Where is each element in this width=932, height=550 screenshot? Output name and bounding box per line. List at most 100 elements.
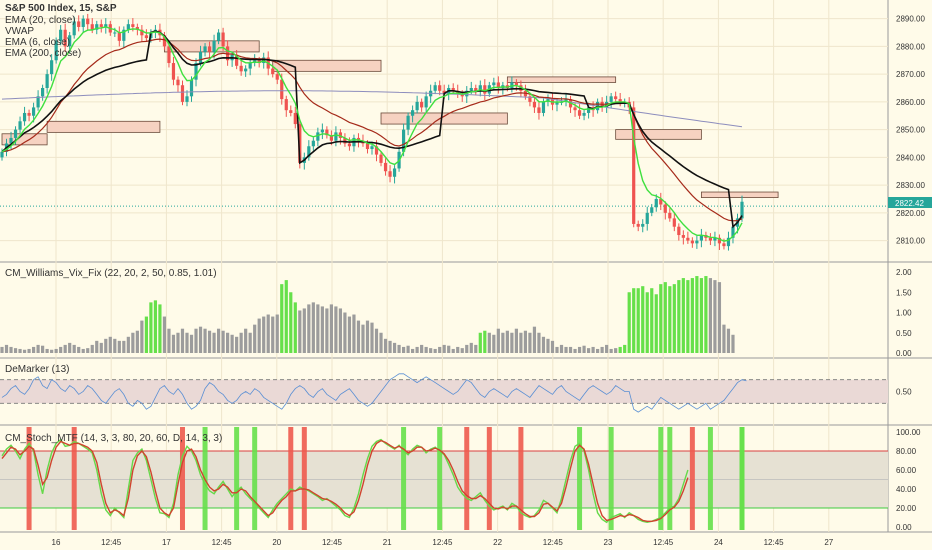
stoch-signal-column [658, 427, 664, 530]
candle-body [194, 63, 198, 80]
price-tick-label: 2810.00 [896, 237, 925, 246]
candle-body [374, 146, 379, 155]
vix-bar [13, 348, 18, 353]
candle-body [695, 240, 699, 244]
candle-body [22, 112, 27, 122]
vix-bar [686, 280, 690, 353]
demarker-title: DeMarker (13) [5, 364, 69, 375]
vix-bar [474, 344, 478, 353]
ema-200-line [1, 90, 743, 128]
vix-bar [284, 280, 288, 353]
stoch-signal-column [288, 427, 294, 530]
vix-bar [537, 332, 541, 353]
stoch-signal-column [464, 427, 470, 530]
vix-bar [0, 346, 4, 353]
vix-bar [722, 324, 726, 353]
candle-body [185, 96, 189, 102]
stoch-tick-label: 40.00 [896, 485, 917, 494]
vix-bar [600, 346, 604, 353]
candle-body [392, 168, 397, 177]
zone-box [615, 129, 702, 140]
vix-bar [253, 324, 257, 353]
vix-bar [104, 338, 108, 353]
candle-body [577, 110, 582, 116]
vix-bar [302, 308, 306, 353]
candle-body [275, 74, 279, 80]
vwap-line [1, 30, 743, 229]
vix-bar [248, 332, 252, 353]
vix-bar [352, 314, 356, 353]
vix-bar [140, 320, 144, 353]
vix-bar [731, 334, 735, 353]
vix-tick-label: 1.00 [896, 309, 912, 318]
zone-box [46, 120, 161, 133]
candle-body [45, 74, 49, 88]
vix-bar [573, 348, 577, 353]
candle-body [478, 85, 482, 91]
vix-bar [672, 284, 676, 353]
vix-bar [230, 334, 234, 353]
vix-bar [334, 306, 338, 353]
time-tick-label: 21 [383, 538, 392, 547]
ema-6-line [1, 26, 743, 242]
vix-bar [226, 332, 230, 353]
stoch-d-line [1, 439, 689, 522]
candle-body [636, 223, 640, 227]
stoch-title: CM_Stoch_MTF (14, 3, 3, 80, 20, 60, D, 1… [5, 433, 222, 444]
vix-bar [388, 340, 392, 353]
candle-body [415, 101, 419, 111]
demarker-pane [0, 373, 888, 413]
legend-ema-6: EMA (6, close) [5, 37, 70, 48]
vix-tick-label: 0.50 [896, 329, 912, 338]
vix-bar [465, 344, 469, 353]
vix-bar [568, 346, 573, 353]
candle-body [203, 46, 207, 52]
candle-body [420, 101, 424, 108]
time-axis: 16 12:45 17 12:45 20 12:45 21 12:45 22 12:45 23 12:… [52, 538, 834, 547]
vix-bar [704, 276, 708, 353]
vix-bar [582, 345, 586, 353]
zone-box [506, 76, 617, 83]
last-price-label: 2822.42 [895, 199, 924, 208]
vix-bar [343, 312, 347, 353]
vix-bar [59, 346, 63, 353]
candle-body [176, 79, 180, 86]
candle-body [226, 46, 230, 61]
candle-body [401, 129, 406, 152]
candle-body [68, 35, 72, 47]
time-tick-label: 27 [824, 538, 833, 547]
price-tick-label: 2840.00 [896, 153, 925, 162]
candle-body [343, 137, 347, 144]
candle-body [632, 107, 636, 224]
vix-bar [460, 348, 464, 353]
vix-bar [717, 282, 722, 353]
vix-bar [185, 332, 189, 353]
candle-body [31, 107, 36, 116]
candle-body [63, 29, 67, 47]
candle-body [284, 99, 288, 111]
price-tick-label: 2820.00 [896, 209, 925, 218]
legend-ema-200: EMA (200, close) [5, 48, 81, 59]
stoch-signal-column [401, 427, 407, 530]
candle-body [555, 101, 559, 105]
candle-body [198, 51, 203, 64]
candle-body [99, 24, 103, 27]
vix-bar [257, 318, 261, 353]
vix-bar [153, 300, 158, 353]
vix-bar [383, 338, 388, 353]
stoch-tick-label: 80.00 [896, 447, 917, 456]
vix-bar [68, 342, 72, 353]
candle-body [122, 29, 126, 41]
candle-body [618, 99, 622, 102]
vix-bar [72, 344, 76, 353]
vix-bar [514, 328, 518, 353]
candle-body [641, 223, 645, 227]
stoch-signal-column [71, 427, 77, 530]
candle-body [113, 32, 117, 34]
vix-bar [221, 330, 225, 353]
vix-bar [307, 304, 311, 353]
candle-body [131, 24, 135, 27]
candle-body [104, 24, 108, 27]
vix-bar [681, 278, 685, 353]
vix-bar [329, 304, 333, 353]
